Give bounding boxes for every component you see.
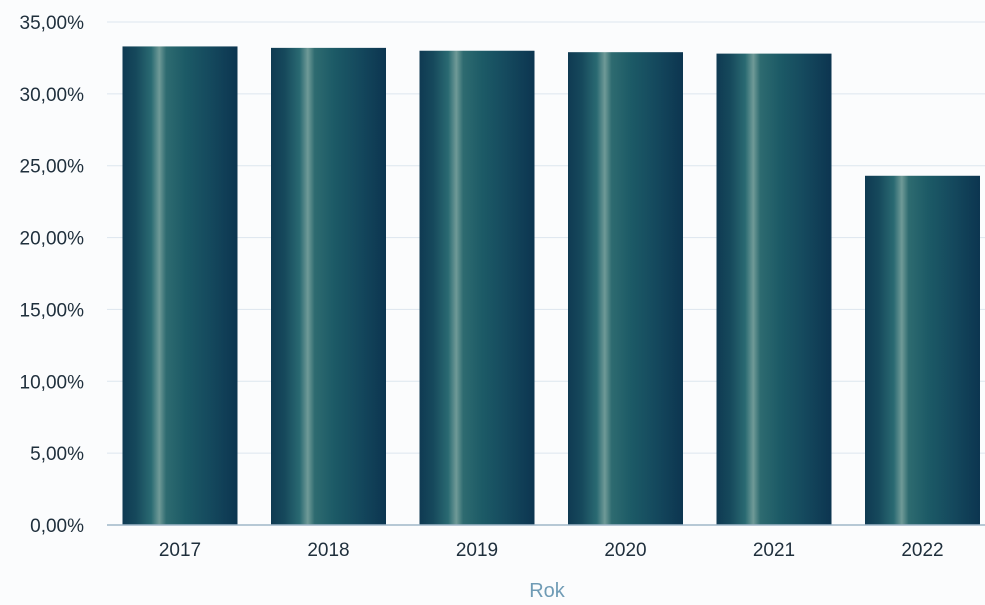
y-axis-tick-labels: 0,00% 5,00% 10,00% 15,00% 20,00% 25,00% 30,00%… bbox=[20, 13, 85, 537]
x-tick-label: 2022 bbox=[901, 540, 943, 561]
y-tick-label: 30,00% bbox=[20, 85, 85, 106]
y-tick-label: 5,00% bbox=[30, 444, 84, 465]
bar-2018 bbox=[271, 47, 386, 526]
x-tick-label: 2018 bbox=[307, 540, 349, 561]
gridlines bbox=[107, 21, 985, 454]
x-axis-title: Rok bbox=[529, 580, 566, 602]
y-tick-label: 25,00% bbox=[20, 157, 85, 178]
bar-2022 bbox=[865, 175, 980, 525]
x-tick-label: 2019 bbox=[456, 540, 498, 561]
x-tick-label: 2017 bbox=[159, 540, 201, 561]
y-tick-label: 15,00% bbox=[20, 300, 85, 321]
y-tick-label: 10,00% bbox=[20, 372, 85, 393]
bar-2017 bbox=[122, 46, 238, 525]
y-tick-label: 35,00% bbox=[20, 13, 85, 34]
y-tick-label: 20,00% bbox=[20, 229, 85, 250]
x-tick-label: 2021 bbox=[753, 540, 795, 561]
bar-2021 bbox=[716, 53, 832, 526]
x-axis-tick-labels: 2017 2018 2019 2020 2021 2022 bbox=[159, 540, 944, 561]
bars bbox=[122, 46, 980, 526]
bar-2020 bbox=[568, 52, 683, 526]
x-tick-label: 2020 bbox=[604, 540, 646, 561]
y-tick-label: 0,00% bbox=[30, 516, 84, 537]
bar-2019 bbox=[419, 50, 535, 525]
